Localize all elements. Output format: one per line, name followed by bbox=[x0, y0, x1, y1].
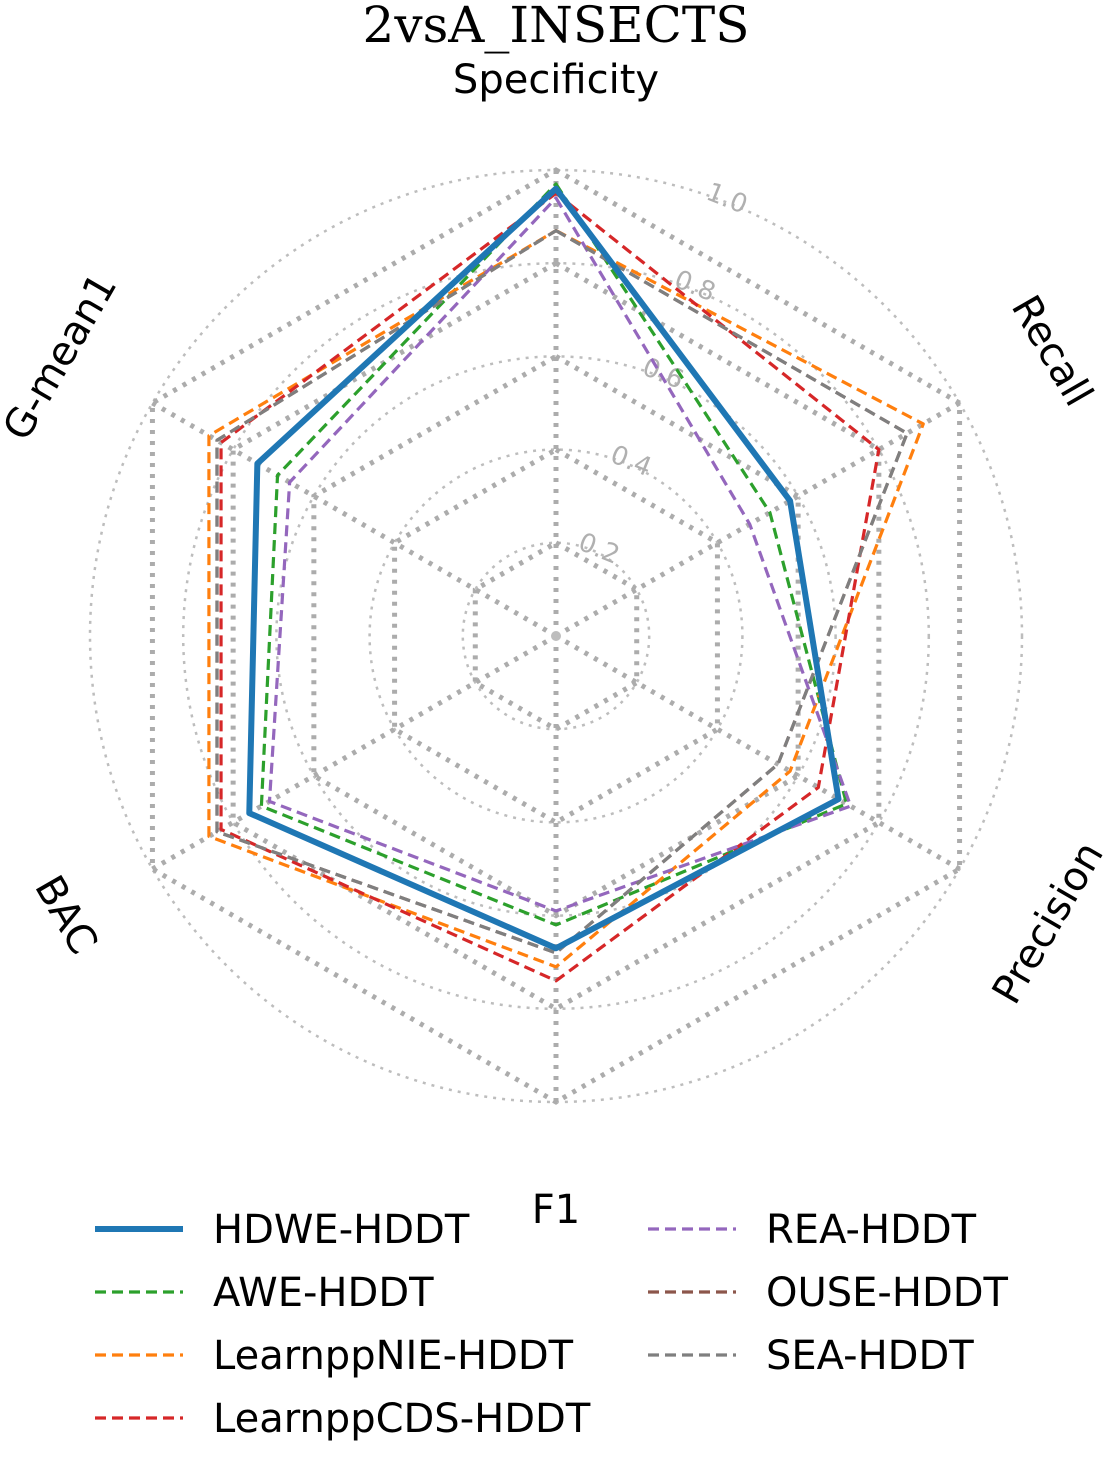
axis-label-precision: Precision bbox=[984, 834, 1109, 1012]
series-line-awe-hddt bbox=[259, 182, 849, 927]
radar-series bbox=[207, 182, 925, 983]
radial-gridline bbox=[275, 355, 837, 917]
axis-label-bac: BAC bbox=[25, 868, 106, 962]
center-dot bbox=[551, 631, 561, 641]
radial-tick-label: 1.0 bbox=[702, 177, 752, 220]
series-line-learnppnie-hddt bbox=[207, 228, 925, 969]
polygon-gridline bbox=[311, 353, 801, 919]
polygon-gridline bbox=[472, 539, 640, 733]
radial-tick-label: 0.2 bbox=[574, 527, 624, 570]
legend: HDWE-HDDT AWE-HDDT LearnppNIE-HDDT LearnppC… bbox=[95, 1207, 1009, 1442]
axis-label-f1: F1 bbox=[532, 1187, 580, 1233]
legend-label: AWE-HDDT bbox=[213, 1270, 434, 1316]
radar-grid: 0.20.40.60.81.0 bbox=[88, 167, 1024, 1105]
legend-label: LearnppCDS-HDDT bbox=[213, 1396, 591, 1442]
legend-label: OUSE-HDDT bbox=[766, 1270, 1009, 1316]
axis-spoke bbox=[554, 400, 961, 639]
legend-label: SEA-HDDT bbox=[766, 1333, 974, 1379]
series-line-learnppcds-hddt bbox=[219, 191, 881, 983]
legend-label: LearnppNIE-HDDT bbox=[213, 1333, 574, 1379]
axis-label-specificity: Specificity bbox=[453, 57, 659, 103]
series-line-sea-hddt bbox=[215, 228, 909, 955]
axis-spoke bbox=[554, 633, 961, 872]
radial-tick-label: 0.4 bbox=[606, 440, 656, 483]
radial-gridline bbox=[461, 541, 651, 731]
series-line-hdwe-hddt bbox=[246, 185, 842, 952]
axis-label-g-mean1: G-mean1 bbox=[0, 266, 126, 449]
radial-gridline bbox=[368, 448, 744, 824]
chart-title: 2vsA_INSECTS bbox=[363, 0, 750, 54]
axis-spoke bbox=[151, 400, 558, 639]
legend-label: REA-HDDT bbox=[766, 1207, 977, 1253]
series-line-rea-hddt bbox=[267, 196, 853, 913]
legend-label: HDWE-HDDT bbox=[213, 1207, 470, 1253]
axis-label-recall: Recall bbox=[1002, 288, 1102, 414]
